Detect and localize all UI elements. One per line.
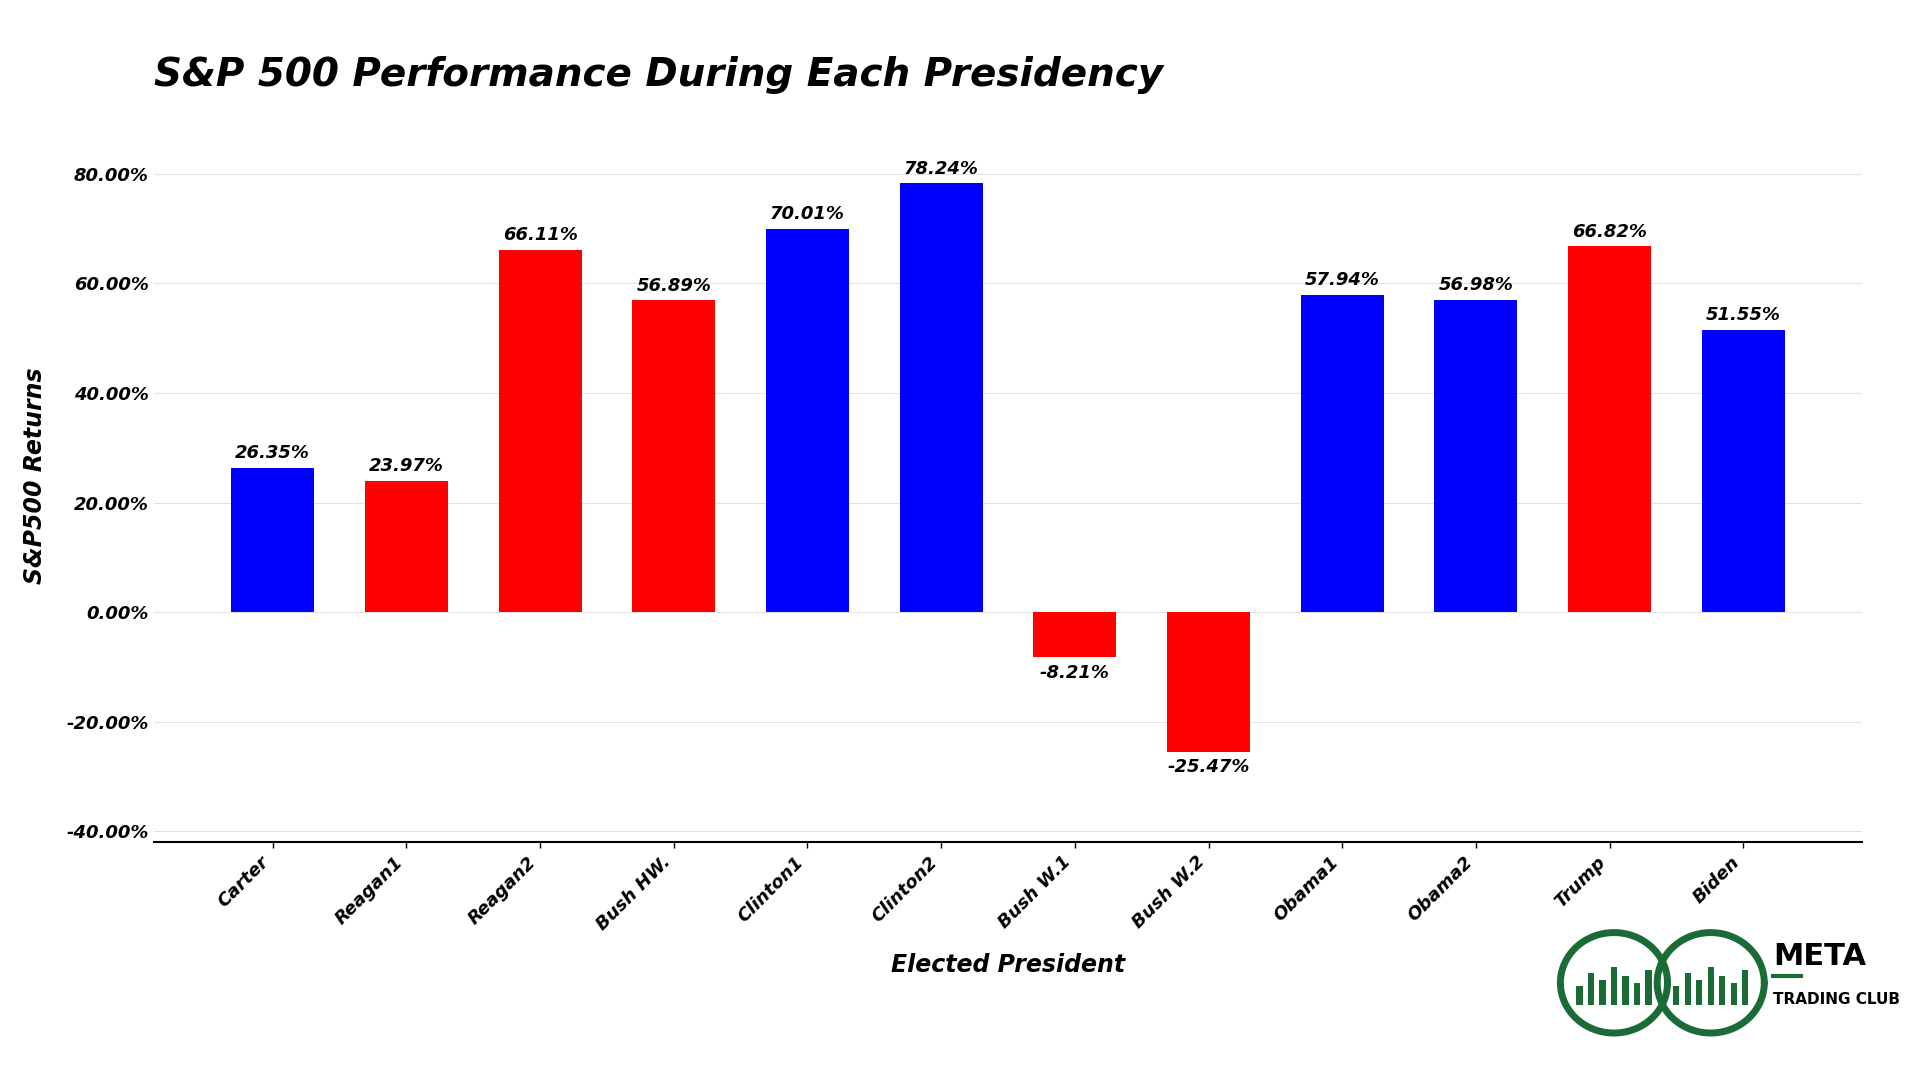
Bar xyxy=(499,249,582,612)
Text: -25.47%: -25.47% xyxy=(1167,758,1250,777)
Bar xyxy=(1167,612,1250,752)
Text: 26.35%: 26.35% xyxy=(236,444,311,462)
Bar xyxy=(1569,246,1651,612)
Bar xyxy=(1718,976,1726,1005)
Bar xyxy=(1730,983,1738,1005)
Text: META: META xyxy=(1772,943,1866,971)
Text: 51.55%: 51.55% xyxy=(1705,307,1780,324)
Text: 56.89%: 56.89% xyxy=(636,276,710,295)
X-axis label: Elected President: Elected President xyxy=(891,954,1125,977)
Bar xyxy=(1672,986,1680,1005)
Bar xyxy=(230,468,315,612)
Bar xyxy=(1588,973,1594,1005)
Text: 66.11%: 66.11% xyxy=(503,227,578,244)
Text: TRADING CLUB: TRADING CLUB xyxy=(1772,991,1901,1007)
Text: 66.82%: 66.82% xyxy=(1572,222,1647,241)
Text: S&P 500 Performance During Each Presidency: S&P 500 Performance During Each Presiden… xyxy=(154,56,1164,94)
Bar xyxy=(1611,967,1617,1005)
Bar xyxy=(1741,970,1749,1005)
Text: -8.21%: -8.21% xyxy=(1041,664,1110,681)
Bar xyxy=(1622,976,1628,1005)
Text: 78.24%: 78.24% xyxy=(904,160,979,178)
Bar xyxy=(766,229,849,612)
Y-axis label: S&P500 Returns: S&P500 Returns xyxy=(23,367,46,583)
Bar xyxy=(632,300,716,612)
Bar xyxy=(1599,980,1605,1005)
Bar xyxy=(1300,295,1384,612)
Text: 23.97%: 23.97% xyxy=(369,457,444,475)
Bar xyxy=(900,184,983,612)
Bar xyxy=(1576,986,1582,1005)
Bar xyxy=(1645,970,1651,1005)
Bar xyxy=(1434,300,1517,612)
Text: 57.94%: 57.94% xyxy=(1306,271,1380,289)
Text: 70.01%: 70.01% xyxy=(770,205,845,224)
Bar xyxy=(1695,980,1703,1005)
Bar xyxy=(1701,329,1786,612)
Bar xyxy=(1707,967,1715,1005)
Bar xyxy=(1684,973,1692,1005)
Bar xyxy=(1033,612,1116,658)
Bar xyxy=(365,481,447,612)
Bar xyxy=(1634,983,1640,1005)
Text: 56.98%: 56.98% xyxy=(1438,276,1513,295)
